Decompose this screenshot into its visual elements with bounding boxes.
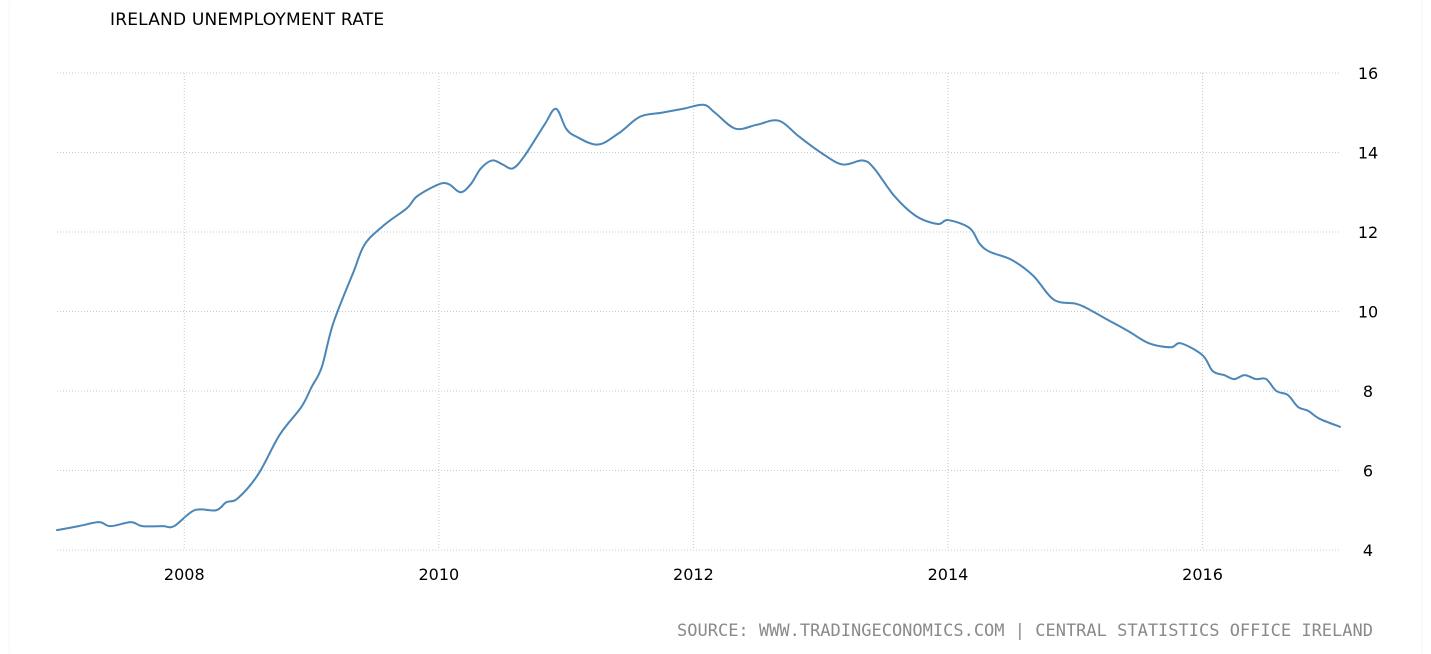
series-layer (56, 103, 1341, 532)
y-tick-label: 4 (1363, 541, 1373, 560)
x-tick-label: 2016 (1182, 565, 1223, 584)
y-tick-label: 12 (1358, 223, 1378, 242)
series-line-0 (56, 103, 1341, 532)
y-tick-label: 8 (1363, 382, 1373, 401)
grid-lines (57, 72, 1340, 551)
axis-labels: 4 6 8 10 12 14 16 2008 2010 2012 2014 2016 (164, 64, 1378, 584)
y-tick-label: 10 (1358, 303, 1378, 322)
y-tick-label: 14 (1358, 144, 1378, 163)
chart-title: IRELAND UNEMPLOYMENT RATE (110, 10, 385, 30)
chart-frame: IRELAND UNEMPLOYMENT RATE 4 6 8 10 12 14 16 200… (10, 0, 1421, 654)
x-tick-label: 2010 (418, 565, 459, 584)
source-attribution: SOURCE: WWW.TRADINGECONOMICS.COM | CENTR… (677, 621, 1373, 641)
y-tick-label: 6 (1363, 462, 1373, 481)
x-tick-label: 2014 (928, 565, 969, 584)
y-tick-label: 16 (1358, 64, 1378, 83)
x-tick-label: 2008 (164, 565, 205, 584)
line-chart: 4 6 8 10 12 14 16 2008 2010 2012 2014 2016 (56, 64, 1378, 584)
x-tick-label: 2012 (673, 565, 714, 584)
